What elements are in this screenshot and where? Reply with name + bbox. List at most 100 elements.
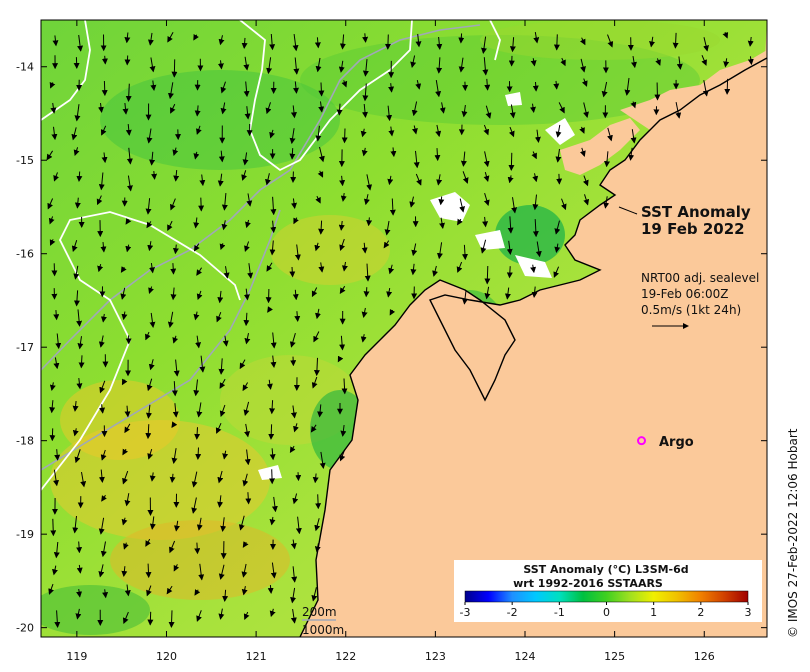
map-plot-area — [41, 20, 767, 637]
x-tick-label: 125 — [604, 650, 625, 663]
current-arrow-icon — [703, 37, 709, 52]
current-arrow-icon — [289, 128, 296, 145]
current-arrow-icon — [99, 404, 106, 414]
current-arrow-icon — [151, 171, 158, 180]
current-arrow-icon — [553, 80, 560, 90]
current-arrow-icon — [747, 56, 754, 66]
current-arrow-icon — [291, 198, 298, 209]
current-arrow-icon — [317, 170, 324, 178]
current-arrow-icon — [579, 126, 585, 134]
current-arrow-icon — [124, 32, 131, 44]
current-arrow-icon — [289, 266, 296, 278]
current-arrow-icon — [217, 470, 224, 484]
current-arrow-icon — [150, 80, 157, 91]
current-arrow-icon — [194, 589, 201, 596]
current-arrow-icon — [293, 423, 299, 433]
current-arrow-icon — [434, 148, 441, 162]
current-arrow-icon — [100, 313, 107, 323]
current-arrow-icon — [460, 151, 467, 167]
colorbar-tick-label: -3 — [460, 606, 471, 619]
current-arrow-icon — [341, 261, 348, 272]
current-arrow-icon — [290, 405, 297, 419]
current-arrow-icon — [531, 151, 537, 160]
current-arrow-icon — [147, 611, 154, 626]
current-arrow-icon — [436, 57, 443, 74]
current-arrow-icon — [238, 515, 245, 531]
current-arrow-icon — [340, 193, 347, 202]
current-arrow-icon — [77, 336, 84, 350]
current-arrow-icon — [461, 244, 468, 261]
current-arrow-icon — [50, 518, 57, 537]
current-arrow-icon — [125, 83, 132, 102]
current-arrow-icon — [315, 308, 321, 320]
anomaly-patches — [41, 20, 720, 635]
current-arrow-icon — [98, 172, 105, 191]
current-arrow-icon — [72, 428, 79, 437]
current-arrow-icon — [269, 129, 275, 139]
current-arrow-icon — [193, 33, 199, 41]
current-arrow-icon — [219, 243, 226, 251]
current-arrow-icon — [247, 263, 254, 279]
current-arrow-icon — [126, 175, 133, 192]
current-arrow-icon — [242, 473, 249, 487]
current-arrow-icon — [560, 198, 567, 211]
current-arrow-icon — [223, 266, 230, 279]
current-arrow-icon — [336, 103, 343, 116]
current-arrow-icon — [173, 520, 180, 532]
current-arrow-icon — [270, 562, 277, 579]
current-arrow-icon — [196, 402, 203, 418]
current-arrow-icon — [508, 126, 515, 138]
current-arrow-icon — [121, 311, 128, 321]
current-arrow-icon — [311, 587, 318, 602]
x-tick-label: 126 — [694, 650, 715, 663]
current-arrow-icon — [530, 264, 537, 274]
current-arrow-icon — [71, 127, 78, 141]
current-arrow-icon — [217, 290, 224, 304]
current-arrow-icon — [149, 263, 155, 274]
current-arrow-icon — [560, 57, 566, 67]
current-arrow-icon — [167, 220, 173, 231]
current-arrow-icon — [583, 194, 590, 206]
current-arrow-icon — [122, 470, 129, 485]
current-arrow-icon — [172, 335, 179, 344]
current-arrow-icon — [531, 286, 538, 298]
current-arrow-icon — [266, 262, 273, 272]
current-arrow-icon — [724, 78, 731, 95]
current-arrow-icon — [511, 197, 518, 214]
current-arrow-icon — [173, 359, 180, 377]
current-arrow-icon — [145, 331, 151, 341]
x-tick-label: 121 — [246, 650, 267, 663]
colorbar-title-line2: wrt 1992-2016 SSTAARS — [513, 577, 663, 590]
y-tick-label: -18 — [16, 435, 34, 448]
y-tick-label: -20 — [16, 622, 34, 635]
current-arrow-icon — [76, 378, 83, 390]
current-arrow-icon — [390, 147, 397, 158]
current-arrow-icon — [169, 540, 176, 554]
current-arrow-icon — [360, 128, 367, 138]
current-arrow-icon — [145, 198, 152, 215]
current-arrow-icon — [338, 60, 345, 73]
current-arrow-icon — [362, 103, 368, 118]
plot-frame — [40, 19, 768, 638]
coastline — [299, 57, 767, 637]
current-arrow-icon — [98, 103, 104, 113]
current-arrow-icon — [456, 261, 463, 273]
current-arrow-icon — [146, 585, 152, 597]
current-arrow-icon — [195, 447, 202, 460]
current-arrow-icon — [220, 81, 227, 94]
current-arrow-icon — [145, 563, 152, 579]
current-arrow-icon — [339, 285, 346, 295]
current-arrow-icon — [147, 32, 154, 46]
current-arrow-icon — [122, 611, 129, 625]
current-arrow-icon — [241, 585, 248, 596]
contour-legend-200m: 200m — [302, 605, 337, 619]
current-arrow-icon — [383, 240, 390, 249]
current-arrow-icon — [191, 471, 198, 488]
current-arrow-icon — [98, 469, 105, 483]
current-arrow-icon — [481, 36, 487, 54]
current-arrow-icon — [341, 378, 348, 395]
current-arrow-icon — [220, 102, 227, 115]
current-arrow-icon — [270, 220, 277, 234]
current-arrow-icon — [313, 331, 320, 343]
current-arrow-icon — [46, 150, 54, 161]
